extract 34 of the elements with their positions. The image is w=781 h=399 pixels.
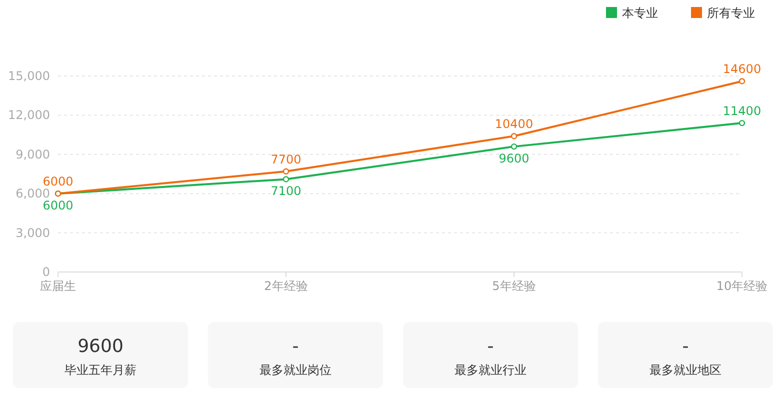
data-label: 7700 xyxy=(270,152,302,166)
legend-label: 所有专业 xyxy=(707,6,755,20)
data-label: 6000 xyxy=(42,198,74,213)
point xyxy=(738,78,746,84)
data-label: 10400 xyxy=(494,117,534,132)
data-label: 9600 xyxy=(498,152,530,166)
text: - xyxy=(487,336,494,357)
data-label: 14600 xyxy=(722,62,762,76)
y-tick-label: 3,000 xyxy=(16,226,50,240)
x-tick-label: 5年经验 xyxy=(492,279,536,293)
data-label: 11400 xyxy=(722,104,762,118)
y-tick-label: 12,000 xyxy=(8,108,50,122)
category-label: 最多就业行业 xyxy=(454,363,526,377)
data-label: 7100 xyxy=(270,184,302,198)
category-label: 最多就业岗位 xyxy=(260,363,332,377)
data-label: 6000 xyxy=(42,174,74,189)
text: - xyxy=(292,336,299,357)
point xyxy=(510,143,518,150)
point xyxy=(510,133,518,140)
y-tick-label: 9,000 xyxy=(16,147,50,162)
y-tick-label: 0 xyxy=(42,265,50,279)
category-label: 毕业五年月薪 xyxy=(64,363,136,377)
category-label: 最多就业地区 xyxy=(650,363,722,377)
legend-label: 本专业 xyxy=(622,6,658,20)
y-tick-label: 6,000 xyxy=(16,186,50,201)
x-tick-label: 2年经验 xyxy=(264,279,308,293)
point xyxy=(282,176,290,182)
text: 9600 xyxy=(78,336,124,357)
y-tick-label: 15,000 xyxy=(8,69,50,83)
point xyxy=(282,168,290,174)
x-tick-label: 应届生 xyxy=(40,279,76,293)
x-tick-label: 10年经验 xyxy=(716,279,768,293)
point xyxy=(738,120,746,126)
text: - xyxy=(682,336,689,357)
